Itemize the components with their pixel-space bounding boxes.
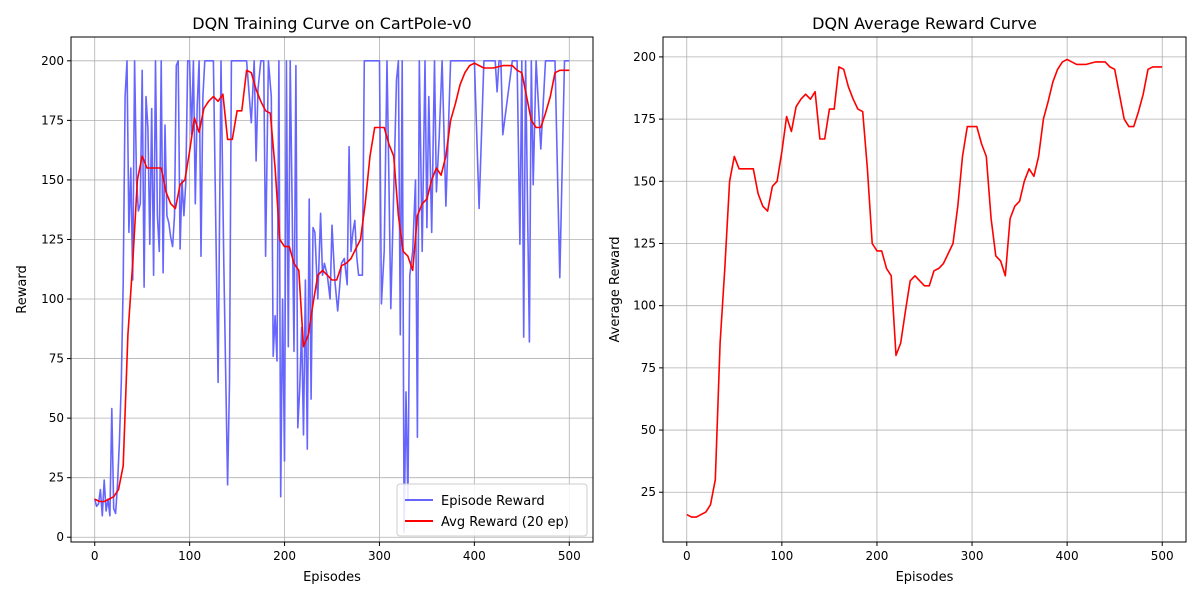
right-series-0-line bbox=[686, 58, 1163, 518]
left-xtick-label: 300 bbox=[368, 549, 391, 563]
left-ytick-label: 150 bbox=[41, 173, 64, 187]
left-ytick-label: 0 bbox=[56, 530, 64, 544]
left-ytick-label: 125 bbox=[41, 232, 64, 246]
right-ytick-label: 50 bbox=[641, 423, 656, 437]
left-yaxis-label: Reward bbox=[15, 265, 30, 313]
legend-label-0: Episode Reward bbox=[441, 494, 545, 509]
left-xtick-label: 400 bbox=[463, 549, 486, 563]
left-series-0-line bbox=[93, 60, 570, 534]
left-xtick-label: 0 bbox=[91, 549, 99, 563]
right-ytick-label: 150 bbox=[633, 174, 656, 188]
right-ytick-label: 125 bbox=[633, 236, 656, 250]
right-xtick-label: 0 bbox=[683, 549, 691, 563]
right-ytick-label: 100 bbox=[633, 299, 656, 313]
left-ytick-label: 75 bbox=[49, 352, 64, 366]
legend-label-1: Avg Reward (20 ep) bbox=[441, 515, 569, 530]
right-ytick-label: 175 bbox=[633, 112, 656, 126]
legend-box bbox=[396, 483, 588, 537]
right-ytick-label: 25 bbox=[641, 485, 656, 499]
right-chart-title: DQN Average Reward Curve bbox=[812, 14, 1037, 33]
right-axes-frame bbox=[662, 36, 1187, 543]
right-ytick-label: 75 bbox=[641, 361, 656, 375]
left-legend: Episode Reward Avg Reward (20 ep) bbox=[396, 483, 588, 537]
right-xtick-label: 200 bbox=[866, 549, 889, 563]
left-ytick-label: 25 bbox=[49, 471, 64, 485]
right-xtick-label: 500 bbox=[1151, 549, 1174, 563]
left-xaxis-label: Episodes bbox=[303, 570, 361, 585]
left-xtick-label: 100 bbox=[178, 549, 201, 563]
left-axes-frame bbox=[70, 36, 594, 543]
right-xtick-label: 300 bbox=[961, 549, 984, 563]
left-xtick-label: 500 bbox=[558, 549, 581, 563]
right-yaxis-label: Average Reward bbox=[608, 237, 623, 343]
right-xtick-label: 100 bbox=[770, 549, 793, 563]
right-ytick-label: 200 bbox=[633, 50, 656, 64]
left-ytick-label: 200 bbox=[41, 54, 64, 68]
left-ytick-label: 175 bbox=[41, 113, 64, 127]
left-xtick-label: 200 bbox=[273, 549, 296, 563]
right-xtick-label: 400 bbox=[1056, 549, 1079, 563]
left-chart: 0 100 200 300 400 500 0 25 50 75 100 125 150 175 200 DQ… bbox=[15, 14, 594, 585]
right-chart: 0 100 200 300 400 500 25 50 75 100 125 150 175 200 DQN… bbox=[608, 14, 1187, 585]
left-ytick-label: 50 bbox=[49, 411, 64, 425]
right-xaxis-label: Episodes bbox=[896, 570, 954, 585]
left-series-1-line bbox=[94, 62, 570, 503]
left-chart-title: DQN Training Curve on CartPole-v0 bbox=[192, 14, 471, 33]
left-ytick-label: 100 bbox=[41, 292, 64, 306]
